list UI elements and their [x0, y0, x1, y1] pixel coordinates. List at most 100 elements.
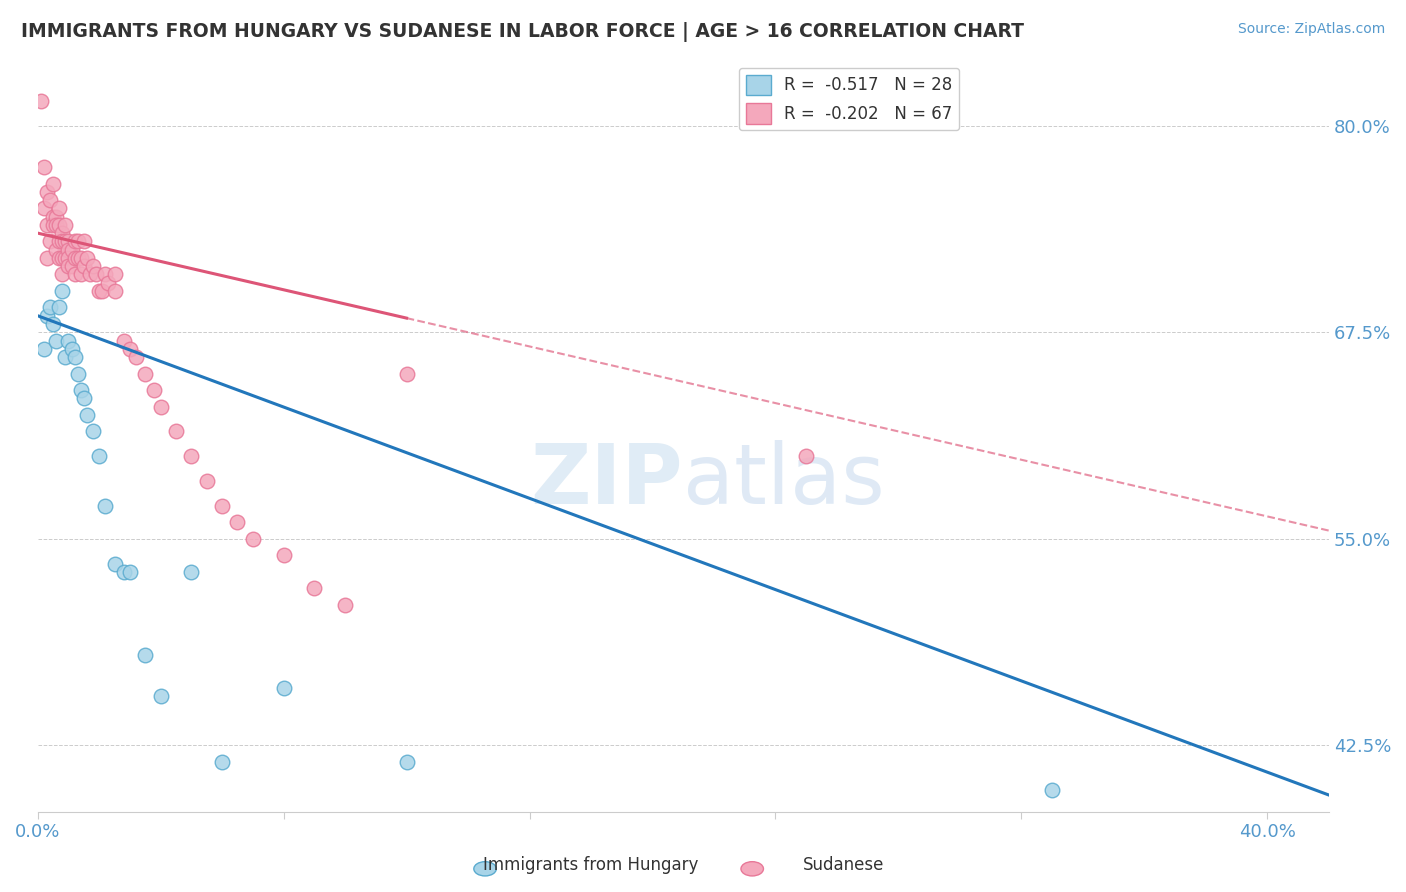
Point — [32, 342, 55, 356]
Circle shape — [474, 862, 496, 876]
Point — [125, 350, 148, 364]
Point — [103, 557, 125, 571]
Point — [273, 549, 295, 563]
Point — [103, 284, 125, 298]
Point — [60, 243, 83, 257]
Text: IMMIGRANTS FROM HUNGARY VS SUDANESE IN LABOR FORCE | AGE > 16 CORRELATION CHART: IMMIGRANTS FROM HUNGARY VS SUDANESE IN L… — [21, 22, 1024, 42]
Point — [58, 259, 80, 273]
Point — [39, 235, 62, 249]
Point — [53, 235, 76, 249]
Point — [51, 284, 73, 298]
Point — [32, 202, 55, 216]
Point — [35, 309, 58, 323]
Point — [73, 392, 96, 406]
Point — [165, 425, 187, 439]
Point — [48, 202, 70, 216]
Point — [94, 499, 117, 513]
Point — [35, 218, 58, 232]
Point — [48, 301, 70, 315]
Point — [118, 342, 141, 356]
Point — [794, 449, 817, 463]
Text: Source: ZipAtlas.com: Source: ZipAtlas.com — [1237, 22, 1385, 37]
Point — [69, 268, 91, 282]
Point — [304, 582, 326, 596]
Point — [180, 565, 202, 579]
Point — [94, 268, 117, 282]
Point — [35, 185, 58, 199]
Point — [273, 681, 295, 695]
Point — [76, 408, 98, 422]
Point — [66, 235, 89, 249]
Point — [149, 689, 172, 703]
Point — [112, 334, 135, 348]
Point — [89, 449, 111, 463]
Point — [112, 565, 135, 579]
Point — [91, 284, 114, 298]
Point — [134, 648, 156, 662]
Point — [63, 251, 86, 265]
Point — [134, 367, 156, 381]
Point — [84, 268, 107, 282]
Point — [32, 160, 55, 174]
Point — [39, 193, 62, 207]
Point — [60, 342, 83, 356]
Text: atlas: atlas — [683, 440, 884, 521]
Point — [79, 268, 101, 282]
Point — [51, 268, 73, 282]
Point — [51, 251, 73, 265]
Point — [63, 350, 86, 364]
Point — [395, 755, 418, 769]
Point — [42, 210, 65, 224]
Point — [82, 259, 104, 273]
Point — [143, 383, 166, 397]
Point — [51, 226, 73, 240]
Point — [118, 565, 141, 579]
Circle shape — [741, 862, 763, 876]
Point — [1040, 783, 1063, 797]
Point — [45, 210, 67, 224]
Point — [242, 532, 264, 546]
Text: Immigrants from Hungary: Immigrants from Hungary — [482, 856, 699, 874]
Point — [53, 218, 76, 232]
Point — [35, 251, 58, 265]
Point — [48, 235, 70, 249]
Point — [58, 334, 80, 348]
Point — [45, 334, 67, 348]
Point — [39, 301, 62, 315]
Point — [51, 235, 73, 249]
Point — [89, 284, 111, 298]
Point — [180, 449, 202, 463]
Point — [45, 218, 67, 232]
Legend: R =  -0.517   N = 28, R =  -0.202   N = 67: R = -0.517 N = 28, R = -0.202 N = 67 — [740, 68, 959, 130]
Point — [42, 218, 65, 232]
Point — [66, 251, 89, 265]
Point — [53, 350, 76, 364]
Point — [58, 251, 80, 265]
Point — [58, 235, 80, 249]
Point — [42, 317, 65, 331]
Point — [73, 235, 96, 249]
Point — [53, 251, 76, 265]
Point — [58, 243, 80, 257]
Point — [48, 251, 70, 265]
Point — [45, 243, 67, 257]
Point — [63, 235, 86, 249]
Point — [211, 499, 233, 513]
Point — [48, 218, 70, 232]
Point — [63, 268, 86, 282]
Point — [69, 251, 91, 265]
Point — [60, 259, 83, 273]
Text: ZIP: ZIP — [530, 440, 683, 521]
Point — [82, 425, 104, 439]
Point — [226, 516, 249, 530]
Point — [211, 755, 233, 769]
Point — [66, 367, 89, 381]
Point — [69, 383, 91, 397]
Point — [73, 259, 96, 273]
Point — [395, 367, 418, 381]
Point — [76, 251, 98, 265]
Point — [97, 276, 120, 290]
Point — [149, 400, 172, 414]
Text: Sudanese: Sudanese — [803, 856, 884, 874]
Point — [30, 94, 52, 108]
